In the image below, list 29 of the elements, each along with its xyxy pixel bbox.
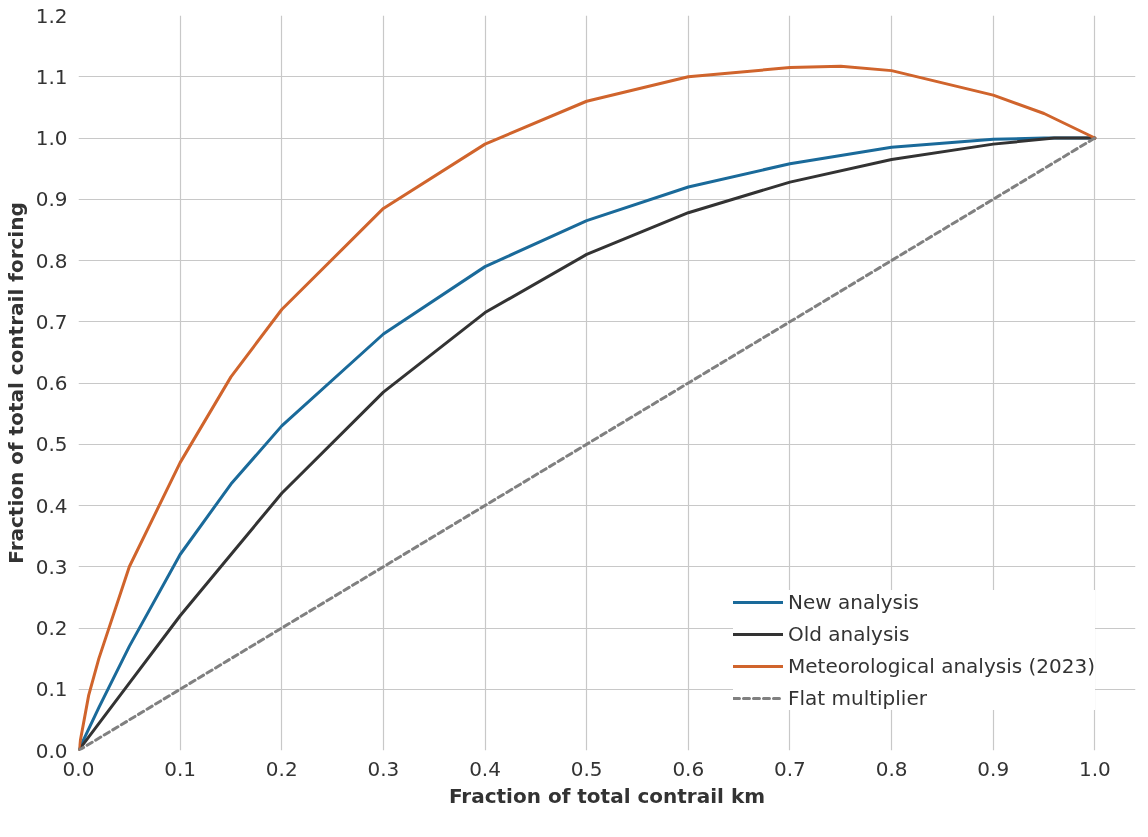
y-tick-label: 1.2: [35, 3, 68, 28]
x-axis-title: Fraction of total contrail km: [448, 783, 766, 808]
y-tick-label: 0.8: [35, 248, 68, 273]
y-tick-label: 0.7: [35, 309, 68, 334]
x-tick-label: 0.6: [672, 756, 705, 781]
x-tick-label: 0.3: [367, 756, 400, 781]
y-tick-label: 0.6: [35, 371, 68, 395]
x-tick-label: 0.1: [164, 756, 197, 781]
x-tick-label: 0.5: [570, 756, 603, 781]
y-tick-label: 1.1: [35, 64, 68, 89]
x-tick-label: 0.9: [977, 756, 1010, 781]
y-tick-label: 1.0: [35, 126, 68, 150]
legend-label: Flat multiplier: [787, 686, 927, 710]
x-tick-label: 1.0: [1078, 756, 1111, 781]
x-tick-label: 0.4: [469, 756, 501, 781]
x-tick-label: 0.2: [265, 756, 298, 781]
legend-label: Meteorological analysis (2023): [787, 654, 1095, 678]
x-tick-label: 0.7: [774, 756, 806, 781]
legend-label: Old analysis: [787, 622, 910, 646]
y-axis-title: Fraction of total contrail forcing: [3, 202, 28, 564]
y-tick-label: 0.2: [35, 616, 68, 640]
y-tick-label: 0.0: [35, 738, 68, 763]
y-tick-label: 0.1: [35, 677, 68, 702]
y-tick-label: 0.3: [35, 554, 68, 579]
y-tick-label: 0.4: [35, 493, 68, 518]
legend-label: New analysis: [787, 590, 919, 614]
x-tick-label: 0.8: [875, 756, 908, 781]
y-tick-label: 0.5: [35, 432, 68, 457]
y-tick-label: 0.9: [35, 187, 68, 212]
